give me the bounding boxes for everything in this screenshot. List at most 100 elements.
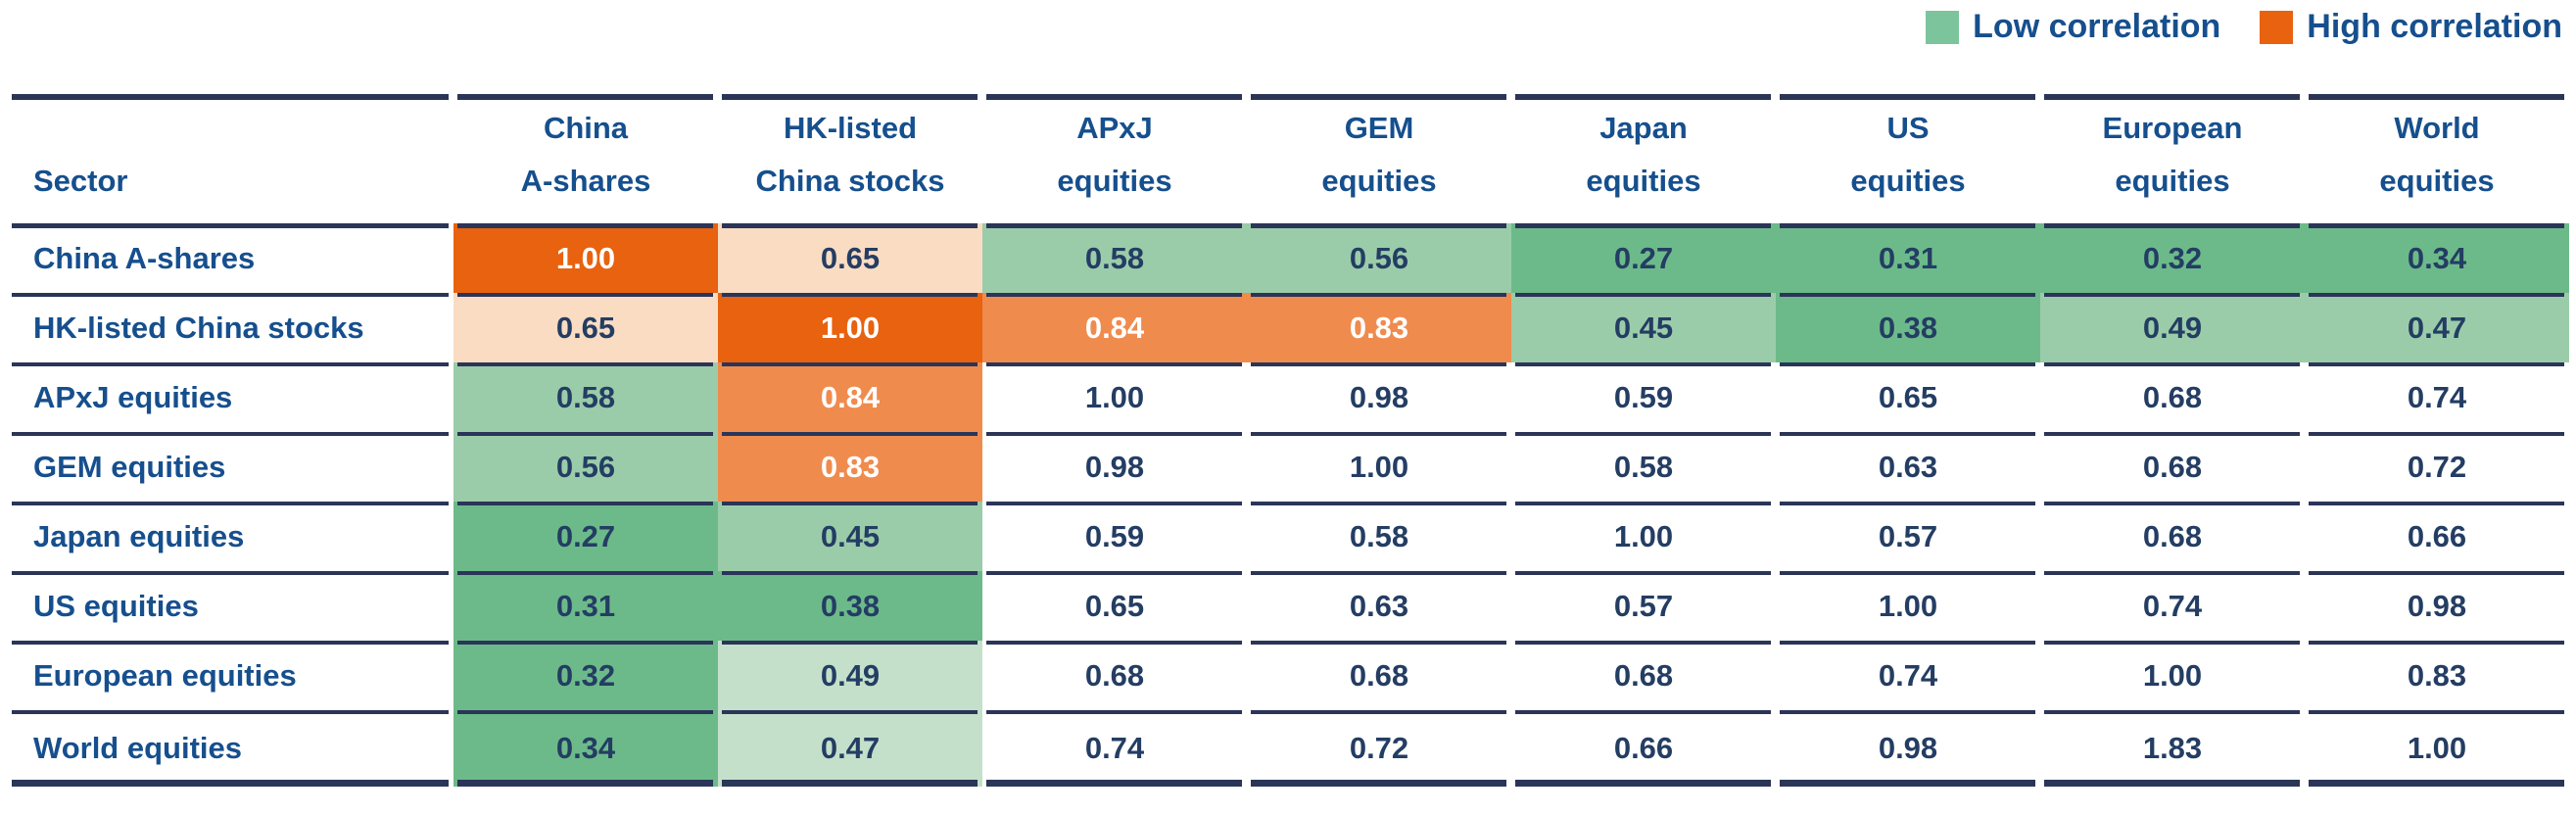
- row-label: World equities: [8, 710, 453, 787]
- matrix-cell: 1.00: [2305, 710, 2569, 787]
- matrix-cell: 0.72: [1247, 710, 1511, 787]
- legend-label-low: Low correlation: [1973, 8, 2221, 45]
- table-row: China A-shares 1.00 0.65 0.58 0.56 0.27 0.31 0.…: [8, 223, 2569, 293]
- column-header: US equities: [1776, 94, 2040, 223]
- column-header: HK-listed China stocks: [718, 94, 982, 223]
- matrix-cell: 0.58: [453, 362, 718, 432]
- row-label: China A-shares: [8, 223, 453, 293]
- matrix-cell: 0.66: [1511, 710, 1776, 787]
- matrix-cell: 0.98: [982, 432, 1247, 502]
- matrix-cell: 0.68: [982, 641, 1247, 710]
- matrix-cell: 0.38: [718, 571, 982, 641]
- matrix-cell: 0.83: [1247, 293, 1511, 362]
- matrix-cell: 0.68: [2040, 362, 2305, 432]
- matrix-cell: 0.74: [2040, 571, 2305, 641]
- table-row: APxJ equities 0.58 0.84 1.00 0.98 0.59 0.65 0.6…: [8, 362, 2569, 432]
- table-row: GEM equities 0.56 0.83 0.98 1.00 0.58 0.63 0.68…: [8, 432, 2569, 502]
- table-row: World equities 0.34 0.47 0.74 0.72 0.66 0.98 1.…: [8, 710, 2569, 787]
- matrix-cell: 0.47: [2305, 293, 2569, 362]
- row-label: Japan equities: [8, 502, 453, 571]
- matrix-cell: 0.27: [1511, 223, 1776, 293]
- matrix-cell: 0.68: [2040, 502, 2305, 571]
- matrix-cell: 0.47: [718, 710, 982, 787]
- row-label: European equities: [8, 641, 453, 710]
- matrix-cell: 0.58: [1511, 432, 1776, 502]
- column-header: Japan equities: [1511, 94, 1776, 223]
- matrix-cell: 0.59: [1511, 362, 1776, 432]
- matrix-cell: 0.56: [453, 432, 718, 502]
- table-row: HK-listed China stocks 0.65 1.00 0.84 0.83 0.…: [8, 293, 2569, 362]
- matrix-cell: 1.83: [2040, 710, 2305, 787]
- matrix-cell: 0.68: [1247, 641, 1511, 710]
- matrix-cell: 0.31: [453, 571, 718, 641]
- matrix-cell: 0.38: [1776, 293, 2040, 362]
- matrix-cell: 0.84: [718, 362, 982, 432]
- column-header: China A-shares: [453, 94, 718, 223]
- matrix-cell: 0.74: [2305, 362, 2569, 432]
- matrix-cell: 0.49: [2040, 293, 2305, 362]
- matrix-cell: 0.72: [2305, 432, 2569, 502]
- matrix-cell: 0.32: [2040, 223, 2305, 293]
- matrix-cell: 0.68: [2040, 432, 2305, 502]
- table-row: European equities 0.32 0.49 0.68 0.68 0.68 0.7…: [8, 641, 2569, 710]
- matrix-cell: 0.65: [982, 571, 1247, 641]
- matrix-cell: 1.00: [982, 362, 1247, 432]
- matrix-cell: 0.27: [453, 502, 718, 571]
- matrix-cell: 0.68: [1511, 641, 1776, 710]
- header-row: Sector China A-shares HK-listed China sto…: [8, 94, 2569, 223]
- matrix-cell: 1.00: [2040, 641, 2305, 710]
- matrix-cell: 0.98: [1776, 710, 2040, 787]
- matrix-cell: 0.98: [2305, 571, 2569, 641]
- high-correlation-swatch-icon: [2260, 10, 2294, 44]
- matrix-cell: 0.57: [1776, 502, 2040, 571]
- correlation-table: Sector China A-shares HK-listed China sto…: [8, 94, 2569, 787]
- matrix-cell: 0.58: [982, 223, 1247, 293]
- table-row: Japan equities 0.27 0.45 0.59 0.58 1.00 0.57 0.…: [8, 502, 2569, 571]
- low-correlation-swatch-icon: [1926, 10, 1960, 44]
- column-header: European equities: [2040, 94, 2305, 223]
- matrix-cell: 1.00: [1247, 432, 1511, 502]
- matrix-cell: 0.98: [1247, 362, 1511, 432]
- row-label: GEM equities: [8, 432, 453, 502]
- matrix-cell: 0.65: [718, 223, 982, 293]
- matrix-cell: 0.65: [453, 293, 718, 362]
- column-header: APxJ equities: [982, 94, 1247, 223]
- matrix-cell: 0.83: [718, 432, 982, 502]
- matrix-cell: 0.74: [982, 710, 1247, 787]
- matrix-cell: 0.66: [2305, 502, 2569, 571]
- matrix-cell: 1.00: [718, 293, 982, 362]
- matrix-cell: 0.63: [1247, 571, 1511, 641]
- row-label: US equities: [8, 571, 453, 641]
- matrix-cell: 0.74: [1776, 641, 2040, 710]
- table-row: US equities 0.31 0.38 0.65 0.63 0.57 1.00 0.74 0…: [8, 571, 2569, 641]
- matrix-cell: 0.58: [1247, 502, 1511, 571]
- matrix-cell: 0.32: [453, 641, 718, 710]
- matrix-cell: 1.00: [1511, 502, 1776, 571]
- matrix-cell: 0.34: [2305, 223, 2569, 293]
- matrix-cell: 0.84: [982, 293, 1247, 362]
- legend-item-low: Low correlation: [1926, 8, 2220, 46]
- column-header: World equities: [2305, 94, 2569, 223]
- matrix-cell: 0.49: [718, 641, 982, 710]
- sector-column-header: Sector: [8, 94, 453, 223]
- row-label: HK-listed China stocks: [8, 293, 453, 362]
- legend: Low correlation High correlation: [1926, 8, 2562, 46]
- legend-item-high: High correlation: [2260, 8, 2562, 46]
- matrix-cell: 0.57: [1511, 571, 1776, 641]
- matrix-cell: 0.83: [2305, 641, 2569, 710]
- matrix-cell: 1.00: [1776, 571, 2040, 641]
- matrix-cell: 0.45: [718, 502, 982, 571]
- matrix-cell: 0.59: [982, 502, 1247, 571]
- matrix-cell: 0.63: [1776, 432, 2040, 502]
- matrix-cell: 0.56: [1247, 223, 1511, 293]
- matrix-cell: 0.34: [453, 710, 718, 787]
- column-header: GEM equities: [1247, 94, 1511, 223]
- correlation-table-wrap: Sector China A-shares HK-listed China sto…: [8, 94, 2569, 787]
- matrix-cell: 0.45: [1511, 293, 1776, 362]
- matrix-cell: 0.65: [1776, 362, 2040, 432]
- matrix-cell: 0.31: [1776, 223, 2040, 293]
- legend-label-high: High correlation: [2307, 8, 2562, 45]
- row-label: APxJ equities: [8, 362, 453, 432]
- matrix-cell: 1.00: [453, 223, 718, 293]
